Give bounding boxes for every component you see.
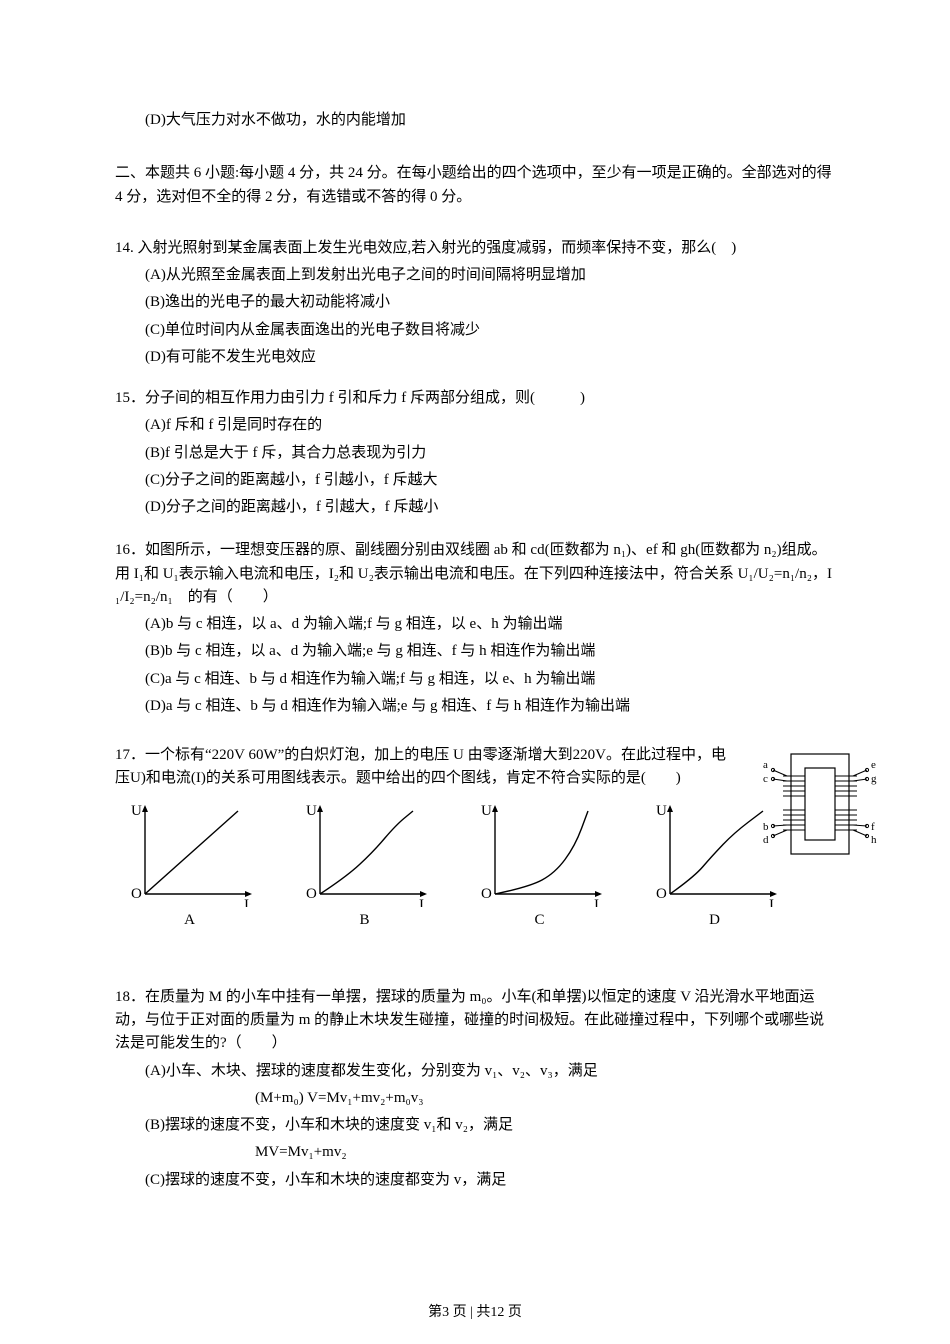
page-footer: 第3 页 | 共12 页 (0, 1302, 950, 1324)
terminal-a: a (763, 759, 768, 771)
terminal-d: d (763, 834, 769, 846)
svg-text:U: U (306, 803, 317, 819)
svg-text:O: O (656, 886, 667, 902)
svg-text:I: I (244, 897, 249, 907)
q14-stem: 14. 入射光照射到某金属表面上发生光电效应,若入射光的强度减弱，而频率保持不变… (115, 237, 835, 260)
q18-b-eq: MV=Mv₁+mv₂ (115, 1141, 835, 1164)
terminal-f: f (871, 821, 875, 833)
question-17: 17．一个标有“220V 60W”的白炽灯泡，加上的电压 U 由零逐渐增大到22… (115, 744, 835, 932)
svg-text:O: O (131, 886, 142, 902)
svg-text:I: I (769, 897, 774, 907)
svg-text:U: U (481, 803, 492, 819)
q14-b: (B)逸出的光电子的最大初动能将减小 (115, 291, 835, 314)
q17-stem: 17．一个标有“220V 60W”的白炽灯泡，加上的电压 U 由零逐渐增大到22… (115, 744, 735, 791)
question-18: 18．在质量为 M 的小车中挂有一单摆，摆球的质量为 m₀。小车(和单摆)以恒定… (115, 986, 835, 1192)
q14-d: (D)有可能不发生光电效应 (115, 346, 835, 369)
question-15: 15．分子间的相互作用力由引力 f 引和斥力 f 斥两部分组成，则( ) (A)… (115, 387, 835, 519)
svg-text:O: O (306, 886, 317, 902)
svg-text:U: U (656, 803, 667, 819)
terminal-c: c (763, 773, 768, 785)
graph-label-c: C (473, 909, 606, 932)
q18-c: (C)摆球的速度不变，小车和木块的速度都变为 v，满足 (115, 1169, 835, 1192)
q18-b: (B)摆球的速度不变，小车和木块的速度变 v₁和 v₂，满足 (115, 1114, 835, 1137)
section2-intro: 二、本题共 6 小题:每小题 4 分，共 24 分。在每小题给出的四个选项中，至… (115, 162, 835, 209)
graph-label-a: A (123, 909, 256, 932)
page: (D)大气压力对水不做功，水的内能增加 二、本题共 6 小题:每小题 4 分，共… (0, 0, 950, 1344)
terminal-e: e (871, 759, 876, 771)
graph-label-d: D (648, 909, 781, 932)
q14-a: (A)从光照至金属表面上到发射出光电子之间的时间间隔将明显增加 (115, 264, 835, 287)
q15-c: (C)分子之间的距离越小，f 引越小，f 斥越大 (115, 469, 835, 492)
q14-c: (C)单位时间内从金属表面逸出的光电子数目将减少 (115, 319, 835, 342)
q15-a: (A)f 斥和 f 引是同时存在的 (115, 414, 835, 437)
question-14: 14. 入射光照射到某金属表面上发生光电效应,若入射光的强度减弱，而频率保持不变… (115, 237, 835, 369)
q16-a: (A)b 与 c 相连，以 a、d 为输入端;f 与 g 相连，以 e、h 为输… (115, 613, 835, 636)
q16-c: (C)a 与 c 相连、b 与 d 相连作为输入端;f 与 g 相连，以 e、h… (115, 668, 835, 691)
svg-text:I: I (594, 897, 599, 907)
svg-text:I: I (419, 897, 424, 907)
q18-stem: 18．在质量为 M 的小车中挂有一单摆，摆球的质量为 m₀。小车(和单摆)以恒定… (115, 986, 835, 1056)
q15-d: (D)分子之间的距离越小，f 引越大，f 斥越小 (115, 496, 835, 519)
question-16: 16．如图所示，一理想变压器的原、副线圈分别由双线圈 ab 和 cd(匝数都为 … (115, 539, 835, 718)
q15-b: (B)f 引总是大于 f 斥，其合力总表现为引力 (115, 442, 835, 465)
q16-b: (B)b 与 c 相连，以 a、d 为输入端;e 与 g 相连、f 与 h 相连… (115, 640, 835, 663)
terminal-g: g (871, 773, 877, 785)
terminal-h: h (871, 834, 877, 846)
svg-text:U: U (131, 803, 142, 819)
graph-label-b: B (298, 909, 431, 932)
graphs-row: UOIAUOIBUOICUOID (123, 801, 835, 932)
graph-d: U O ID (648, 801, 781, 932)
q18-a: (A)小车、木块、摆球的速度都发生变化，分别变为 v₁、v₂、v₃，满足 (115, 1060, 835, 1083)
q16-d: (D)a 与 c 相连、b 与 d 相连作为输入端;e 与 g 相连、f 与 h… (115, 695, 835, 718)
graph-b: U O IB (298, 801, 431, 932)
graph-a: U O IA (123, 801, 256, 932)
q15-stem: 15．分子间的相互作用力由引力 f 引和斥力 f 斥两部分组成，则( ) (115, 387, 835, 410)
svg-text:O: O (481, 886, 492, 902)
q13-option-d: (D)大气压力对水不做功，水的内能增加 (115, 109, 835, 132)
transformer-svg: a c b d e g f h (763, 748, 878, 863)
graph-c: U O IC (473, 801, 606, 932)
terminal-b: b (763, 821, 769, 833)
q16-stem: 16．如图所示，一理想变压器的原、副线圈分别由双线圈 ab 和 cd(匝数都为 … (115, 539, 835, 609)
transformer-figure: a c b d e g f h (763, 748, 878, 863)
q18-a-eq: (M+m₀) V=Mv₁+mv₂+m₀v₃ (115, 1087, 835, 1110)
